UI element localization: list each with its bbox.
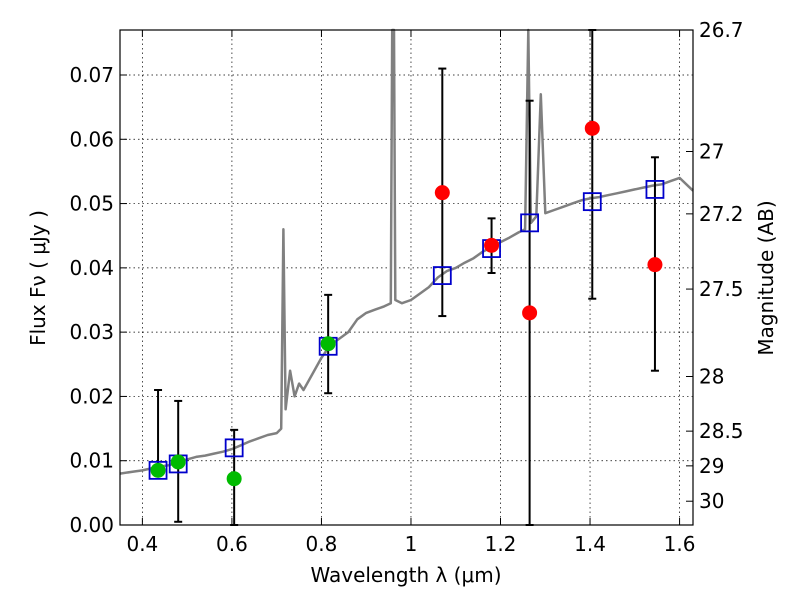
y-tick-label: 0.00 [69,513,114,537]
observed-photometry-layer [150,120,663,487]
red-data-point [484,237,500,253]
y-axis-title: Flux Fν ( μJy ) [26,210,50,346]
model-photometry-square [582,192,602,212]
red-data-point [434,185,450,201]
y2-tick-label: 28 [699,365,724,389]
plot-background [120,30,693,525]
y2-tick-label: 28.5 [699,419,744,443]
model-photometry-square [645,180,665,199]
ticks-layer [120,29,693,526]
x-tick-label: 1.6 [664,532,696,556]
y-tick-label: 0.05 [69,192,114,216]
green-data-point [320,336,336,352]
green-data-point [150,462,166,478]
model-photometry-layer [148,180,665,480]
y-tick-label: 0.06 [69,127,114,151]
tick-labels-layer: 0.4 0.6 0.8 1 1.2 1.4 1.6 0.00 0.01 0.02 0.03 0.04 0… [69,18,743,556]
model-photometry-square [148,460,168,480]
y2-tick-label: 27.5 [699,277,744,301]
y-tick-label: 0.07 [69,63,114,87]
y2-tick-label: 26.7 [699,18,744,42]
x-tick-label: 0.4 [126,532,158,556]
model-photometry-square [432,266,452,285]
y-tick-label: 0.04 [69,256,114,280]
model-photometry-square [224,438,244,458]
green-data-point [170,454,186,470]
model-photometry-square [520,213,540,233]
x-axis-title: Wavelength λ (μm) [310,563,501,587]
y2-tick-label: 27 [699,140,724,164]
y2-tick-label: 27.2 [699,202,744,226]
y-tick-label: 0.01 [69,449,114,473]
red-data-point [584,120,600,136]
y2-tick-label: 29 [699,454,724,478]
green-data-point [226,471,242,487]
x-tick-label: 1 [405,532,418,556]
x-tick-label: 1.4 [574,532,606,556]
y-tick-label: 0.03 [69,320,114,344]
y2-tick-label: 30 [699,489,724,513]
y2-axis-title: Magnitude (AB) [754,200,778,355]
x-tick-label: 0.8 [306,532,338,556]
x-tick-label: 1.2 [485,532,517,556]
x-tick-label: 0.6 [216,532,248,556]
red-data-point [522,305,538,321]
y-tick-label: 0.02 [69,384,114,408]
plot-frame [119,29,694,526]
red-data-point [647,257,663,273]
